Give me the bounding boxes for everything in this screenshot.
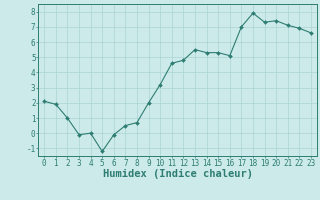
X-axis label: Humidex (Indice chaleur): Humidex (Indice chaleur) [103,169,252,179]
